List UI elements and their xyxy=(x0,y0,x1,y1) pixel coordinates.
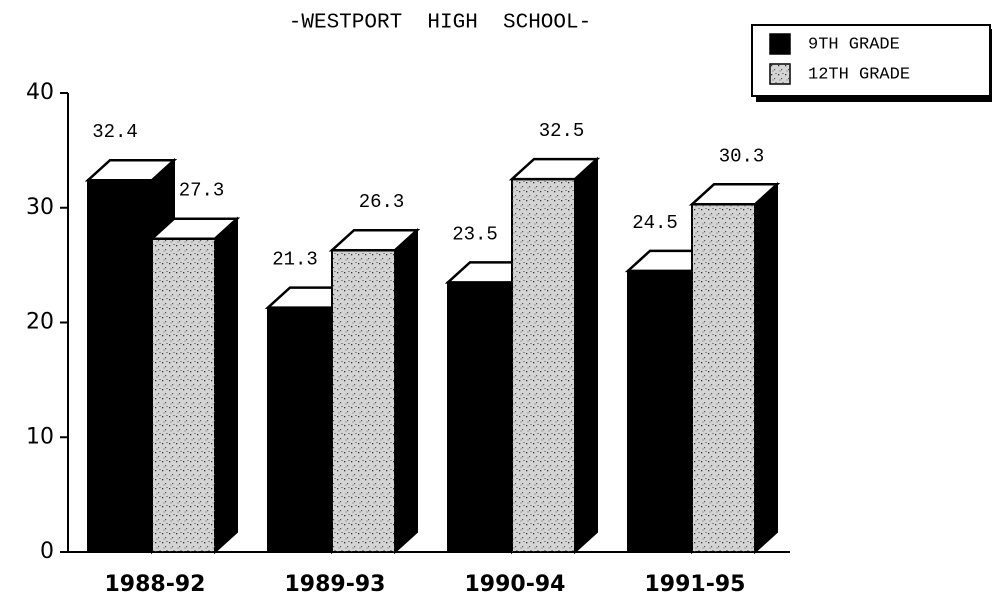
bar xyxy=(87,179,153,554)
bar-texture xyxy=(152,238,215,553)
value-label: 23.5 xyxy=(452,223,498,245)
bar-side xyxy=(574,156,598,555)
bar-texture xyxy=(332,250,395,552)
bar-top xyxy=(328,228,421,252)
bar-texture xyxy=(512,179,575,552)
chart-title: -WESTPORT HIGH SCHOOL- xyxy=(289,12,591,35)
bar xyxy=(447,281,513,553)
legend-label: 9TH GRADE xyxy=(808,35,900,54)
y-tick-label: 0 xyxy=(40,539,54,564)
value-label: 24.5 xyxy=(632,212,678,234)
bar-texture xyxy=(692,204,755,552)
legend-label: 12TH GRADE xyxy=(808,65,910,84)
bar-top xyxy=(148,217,241,240)
bar xyxy=(267,306,333,553)
legend-box xyxy=(751,24,991,97)
bar-side xyxy=(214,216,238,555)
value-label: 27.3 xyxy=(179,180,225,202)
legend-swatch xyxy=(769,33,791,55)
value-label: 21.3 xyxy=(272,249,318,271)
bar-side xyxy=(754,182,778,555)
y-tick-label: 40 xyxy=(26,80,54,105)
bar-top xyxy=(508,157,601,181)
value-label: 26.3 xyxy=(359,191,405,213)
bar-top xyxy=(688,183,781,206)
x-tick-label: 1991-95 xyxy=(645,572,746,597)
value-label: 32.5 xyxy=(539,120,585,142)
bar-top xyxy=(84,158,178,182)
x-tick-label: 1988-92 xyxy=(105,572,206,597)
y-tick-label: 30 xyxy=(26,195,54,220)
x-tick-label: 1990-94 xyxy=(465,572,566,597)
x-tick-label: 1989-93 xyxy=(285,572,386,597)
legend-texture xyxy=(770,64,790,84)
value-label: 30.3 xyxy=(719,145,765,167)
value-label: 32.4 xyxy=(92,121,138,143)
y-tick-label: 20 xyxy=(26,310,54,335)
bar-side xyxy=(394,227,418,555)
bar xyxy=(627,269,693,553)
y-tick-label: 10 xyxy=(26,424,54,449)
